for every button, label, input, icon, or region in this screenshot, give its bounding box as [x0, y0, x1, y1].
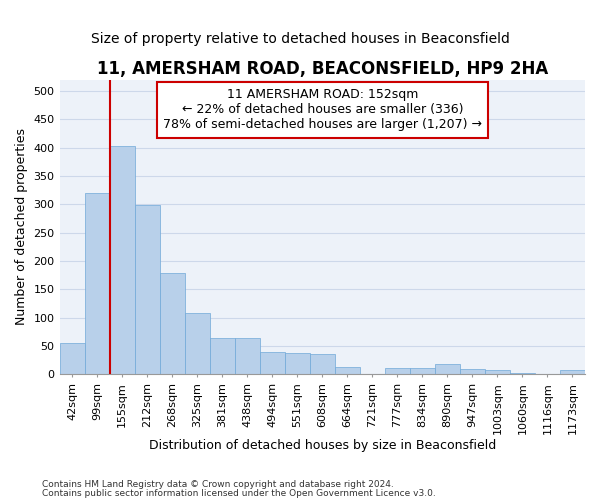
Bar — [310, 354, 335, 374]
Text: 11 AMERSHAM ROAD: 152sqm
← 22% of detached houses are smaller (336)
78% of semi-: 11 AMERSHAM ROAD: 152sqm ← 22% of detach… — [163, 88, 482, 132]
Title: 11, AMERSHAM ROAD, BEACONSFIELD, HP9 2HA: 11, AMERSHAM ROAD, BEACONSFIELD, HP9 2HA — [97, 60, 548, 78]
Bar — [335, 367, 360, 374]
Bar — [110, 146, 134, 374]
Bar — [285, 353, 310, 374]
Bar — [59, 343, 85, 374]
Bar — [209, 338, 235, 374]
Bar — [410, 368, 435, 374]
Bar — [460, 369, 485, 374]
Y-axis label: Number of detached properties: Number of detached properties — [15, 128, 28, 326]
Text: Contains public sector information licensed under the Open Government Licence v3: Contains public sector information licen… — [42, 489, 436, 498]
Bar — [385, 368, 410, 374]
Text: Contains HM Land Registry data © Crown copyright and database right 2024.: Contains HM Land Registry data © Crown c… — [42, 480, 394, 489]
Bar — [260, 352, 285, 374]
Bar — [134, 206, 160, 374]
Bar — [160, 274, 185, 374]
Bar — [560, 370, 585, 374]
Bar — [510, 372, 535, 374]
Bar — [435, 364, 460, 374]
Bar — [85, 193, 110, 374]
Bar — [185, 313, 209, 374]
Bar — [485, 370, 510, 374]
Bar — [235, 338, 260, 374]
Text: Size of property relative to detached houses in Beaconsfield: Size of property relative to detached ho… — [91, 32, 509, 46]
X-axis label: Distribution of detached houses by size in Beaconsfield: Distribution of detached houses by size … — [149, 440, 496, 452]
